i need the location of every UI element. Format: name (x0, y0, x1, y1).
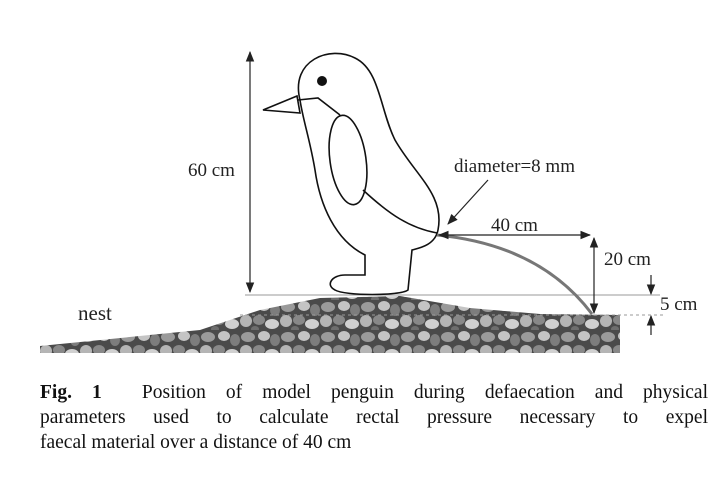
offset-label: 5 cm (660, 294, 698, 315)
caption-text-1: Position of model penguin during defaeca… (141, 382, 708, 403)
diameter-pointer-arrow (447, 179, 489, 225)
figure-caption: Fig. 1 Position of model penguin during … (40, 380, 708, 455)
diameter-label: diameter=8 mm (454, 156, 575, 177)
penguin-eye (317, 76, 327, 86)
caption-line-2: parameters used to calculate rectal pres… (40, 407, 708, 428)
nest-label: nest (78, 301, 112, 325)
faeces-trajectory (436, 233, 594, 315)
caption-line-1: Fig. 1 Position of model penguin during … (40, 380, 708, 405)
penguin-outline (262, 52, 440, 296)
caption-line-3: faecal material over a distance of 40 cm (40, 432, 352, 453)
height-label: 60 cm (188, 160, 235, 181)
nest-ground (40, 296, 620, 353)
figure-number: Fig. 1 (40, 382, 102, 403)
distance-label: 40 cm (491, 215, 538, 236)
drop-label: 20 cm (604, 249, 651, 270)
